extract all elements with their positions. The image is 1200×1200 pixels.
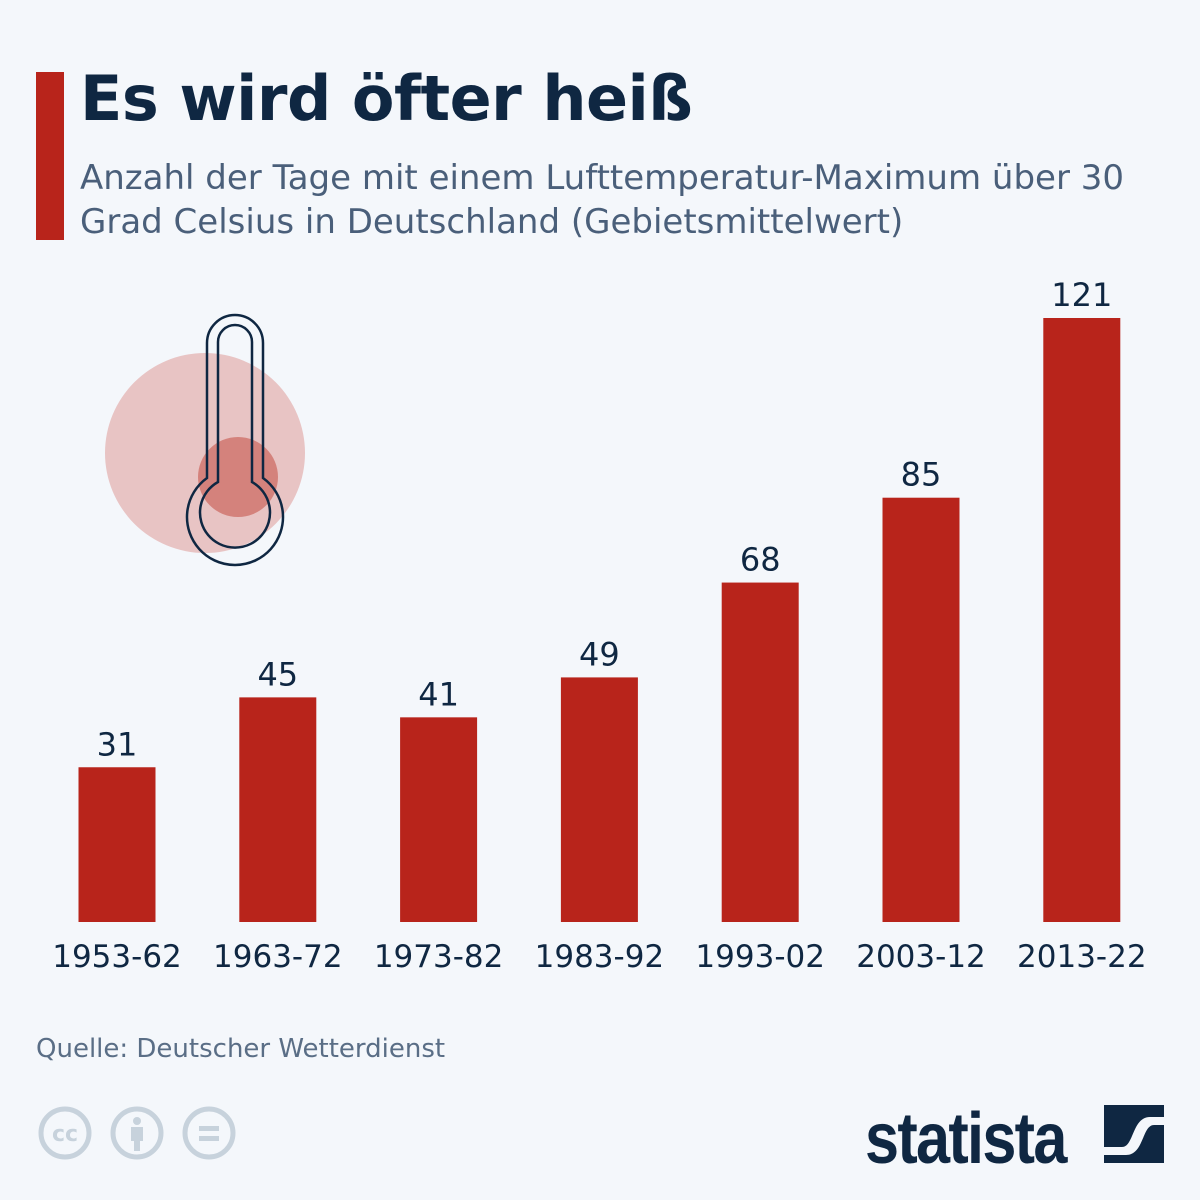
bar-1983-92	[560, 677, 638, 922]
statista-logo[interactable]: statista	[865, 1099, 1067, 1179]
x-tick-label: 1983-92	[535, 939, 665, 975]
data-label: 85	[901, 456, 942, 494]
data-label: 68	[740, 541, 781, 579]
x-tick-label: 2003-12	[856, 939, 986, 975]
x-tick-label: 1953-62	[52, 939, 182, 975]
x-tick-label: 1993-02	[695, 939, 825, 975]
thermometer-icon	[105, 313, 305, 567]
bar-1993-02	[721, 582, 799, 922]
svg-text:cc: cc	[52, 1122, 78, 1147]
data-label: 31	[97, 725, 138, 763]
chart-subtitle: Anzahl der Tage mit einem Lufttemperatur…	[80, 158, 1124, 242]
bar-1953-62	[78, 767, 156, 922]
chart-title: Es wird öfter heiß	[80, 62, 693, 135]
x-tick-label: 2013-22	[1017, 939, 1147, 975]
bar-2003-12	[882, 497, 960, 922]
data-label: 121	[1051, 276, 1112, 314]
title-accent-bar	[36, 72, 64, 240]
statista-logo-mark-icon	[1104, 1105, 1164, 1163]
no-derivatives-icon[interactable]	[182, 1106, 236, 1160]
attribution-icon[interactable]	[110, 1106, 164, 1160]
bar-2013-22	[1043, 318, 1121, 922]
source-note: Quelle: Deutscher Wetterdienst	[36, 1034, 446, 1064]
data-label: 45	[257, 655, 298, 693]
bar-1973-82	[400, 717, 478, 922]
data-label: 49	[579, 635, 620, 673]
x-tick-label: 1963-72	[213, 939, 343, 975]
bar-1963-72	[239, 697, 317, 922]
data-label: 41	[418, 675, 459, 713]
x-tick-label: 1973-82	[374, 939, 504, 975]
bar-chart: 31 1953-62 45 1963-72 41 1973-82 49 1983-92 68 19…	[52, 276, 1147, 975]
cc-icon[interactable]: cc	[38, 1106, 92, 1160]
